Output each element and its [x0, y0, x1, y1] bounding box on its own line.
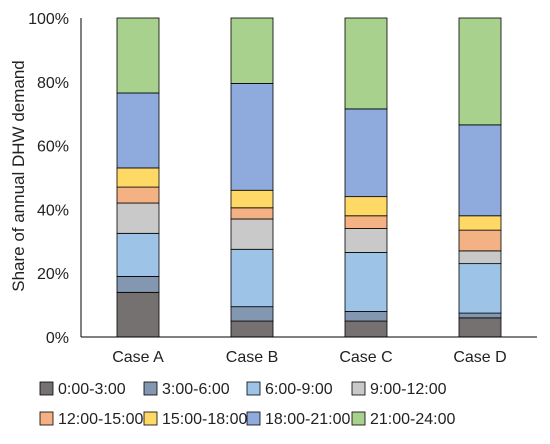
bar-segment: [458, 312, 502, 319]
bar-segment: [230, 218, 274, 250]
legend-item: 9:00-12:00: [351, 381, 447, 398]
bar-segment: [230, 207, 274, 220]
bar-segment: [458, 317, 502, 338]
bar-segment: [344, 196, 388, 217]
y-axis: 0% 20% 40% 60% 80% 100%: [28, 11, 69, 347]
legend-label: 6:00-9:00: [265, 381, 333, 398]
y-tick-label: 20%: [37, 266, 69, 283]
legend-swatch: [351, 411, 366, 426]
bar-segment: [344, 215, 388, 229]
legend-swatch: [39, 411, 54, 426]
legend: 0:00-3:00 3:00-6:00 6:00-9:00 9:00-12:00 12:…: [39, 381, 456, 428]
plot-area: [80, 17, 537, 338]
legend-label: 21:00-24:00: [370, 411, 456, 428]
legend-item: 21:00-24:00: [351, 411, 456, 428]
x-axis: Case A Case B Case C Case D: [112, 349, 506, 366]
bar-segment: [344, 17, 388, 110]
bar-segment: [116, 291, 160, 338]
legend-swatch: [351, 381, 366, 396]
bar-segment: [458, 17, 502, 126]
bar-segment: [344, 252, 388, 312]
x-tick-label: Case B: [226, 349, 278, 366]
bar-segment: [230, 248, 274, 308]
y-tick-label: 100%: [28, 11, 69, 28]
bar-segment: [116, 17, 160, 94]
legend-label: 3:00-6:00: [162, 381, 230, 398]
legend-item: 15:00-18:00: [143, 411, 248, 428]
bar-segment: [458, 229, 502, 252]
legend-swatch: [246, 381, 261, 396]
legend-label: 0:00-3:00: [58, 381, 126, 398]
x-tick-label: Case A: [112, 349, 164, 366]
bar-segment: [116, 232, 160, 277]
bar-segment: [458, 250, 502, 265]
bar-segment: [230, 189, 274, 209]
bar-segment: [344, 228, 388, 253]
bar-segment: [116, 275, 160, 293]
legend-label: 9:00-12:00: [370, 381, 447, 398]
legend-label: 15:00-18:00: [162, 411, 248, 428]
bar-segment: [116, 186, 160, 204]
y-axis-label: Share of annual DHW demand: [9, 60, 28, 292]
bar-segment: [230, 320, 274, 338]
legend-item: 3:00-6:00: [143, 381, 230, 398]
bar-segment: [116, 92, 160, 169]
bar-segment: [458, 215, 502, 231]
bar-segment: [230, 17, 274, 84]
legend-label: 12:00-15:00: [58, 411, 144, 428]
bar-segment: [458, 263, 502, 314]
bar-segment: [344, 108, 388, 198]
legend-item: 0:00-3:00: [39, 381, 126, 398]
legend-item: 12:00-15:00: [39, 411, 144, 428]
legend-swatch: [143, 411, 158, 426]
y-tick-label: 0%: [46, 330, 69, 347]
legend-swatch: [143, 381, 158, 396]
legend-item: 6:00-9:00: [246, 381, 333, 398]
y-tick-label: 40%: [37, 202, 69, 219]
legend-item: 18:00-21:00: [246, 411, 351, 428]
x-tick-label: Case D: [453, 349, 506, 366]
y-tick-label: 60%: [37, 139, 69, 156]
y-tick-label: 80%: [37, 75, 69, 92]
bar-segment: [116, 202, 160, 234]
legend-swatch: [246, 411, 261, 426]
legend-label: 18:00-21:00: [265, 411, 351, 428]
bar-segment: [116, 167, 160, 188]
bar-segment: [458, 124, 502, 217]
x-tick-label: Case C: [339, 349, 392, 366]
bar-segment: [344, 320, 388, 338]
bar-segment: [230, 306, 274, 322]
bar-segment: [230, 82, 274, 191]
bar-segment: [344, 311, 388, 322]
legend-swatch: [39, 381, 54, 396]
